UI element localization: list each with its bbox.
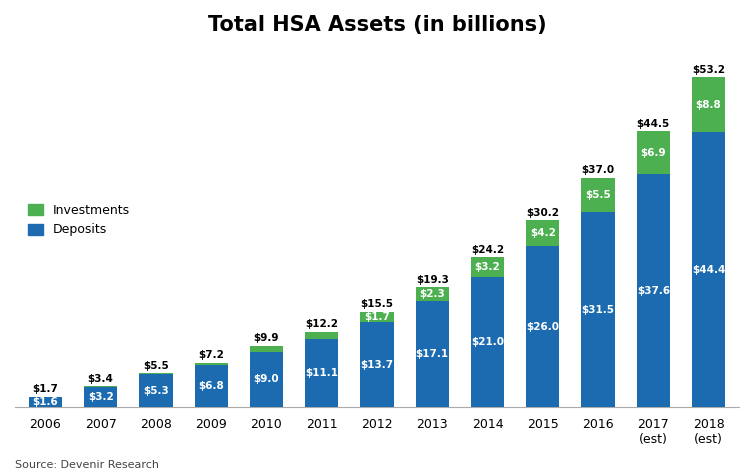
Text: $3.2: $3.2 <box>475 262 501 272</box>
Text: $8.8: $8.8 <box>696 100 722 110</box>
Text: $17.1: $17.1 <box>415 349 449 359</box>
Bar <box>29 398 62 408</box>
Text: $13.7: $13.7 <box>360 360 394 370</box>
Text: $11.1: $11.1 <box>305 368 339 378</box>
Text: $1.6: $1.6 <box>32 398 58 408</box>
Bar <box>581 178 615 212</box>
Bar <box>139 373 173 374</box>
Bar <box>415 287 449 301</box>
Bar <box>250 352 283 408</box>
Text: $5.5: $5.5 <box>585 190 611 200</box>
Text: $19.3: $19.3 <box>415 275 449 285</box>
Bar <box>360 312 394 323</box>
Text: $37.6: $37.6 <box>637 286 670 296</box>
Text: $26.0: $26.0 <box>526 322 559 332</box>
Bar <box>526 246 559 408</box>
Bar <box>526 220 559 246</box>
Bar <box>195 365 228 408</box>
Bar <box>84 388 117 408</box>
Bar <box>305 332 339 339</box>
Bar <box>471 277 504 408</box>
Text: $21.0: $21.0 <box>471 337 504 347</box>
Bar <box>195 363 228 365</box>
Legend: Investments, Deposits: Investments, Deposits <box>21 198 136 243</box>
Bar <box>360 323 394 408</box>
Text: $9.0: $9.0 <box>253 374 279 384</box>
Text: $1.7: $1.7 <box>32 384 58 394</box>
Text: $44.5: $44.5 <box>636 119 670 129</box>
Text: $5.3: $5.3 <box>143 386 169 396</box>
Bar <box>139 374 173 408</box>
Text: $3.4: $3.4 <box>87 374 114 384</box>
Text: $31.5: $31.5 <box>581 304 615 314</box>
Bar <box>415 301 449 408</box>
Bar <box>250 346 283 352</box>
Bar <box>637 174 670 408</box>
Bar <box>692 77 725 132</box>
Text: $1.7: $1.7 <box>364 312 390 322</box>
Bar <box>29 397 62 398</box>
Text: $37.0: $37.0 <box>581 165 615 175</box>
Bar <box>637 132 670 174</box>
Text: $4.2: $4.2 <box>530 228 556 238</box>
Text: $3.2: $3.2 <box>87 392 114 402</box>
Title: Total HSA Assets (in billions): Total HSA Assets (in billions) <box>207 15 547 35</box>
Bar <box>84 386 117 388</box>
Text: $53.2: $53.2 <box>692 65 725 75</box>
Bar <box>471 257 504 277</box>
Bar <box>692 132 725 408</box>
Text: $24.2: $24.2 <box>471 245 504 255</box>
Text: $12.2: $12.2 <box>305 319 339 329</box>
Text: $15.5: $15.5 <box>360 299 394 309</box>
Bar <box>305 339 339 408</box>
Text: $2.3: $2.3 <box>419 289 445 299</box>
Text: $6.8: $6.8 <box>198 381 224 391</box>
Text: $6.9: $6.9 <box>641 148 666 158</box>
Text: $44.4: $44.4 <box>692 265 725 275</box>
Text: $30.2: $30.2 <box>526 208 559 218</box>
Text: $5.5: $5.5 <box>143 361 169 371</box>
Bar <box>581 212 615 408</box>
Text: $7.2: $7.2 <box>198 350 224 360</box>
Text: Source: Devenir Research: Source: Devenir Research <box>15 460 159 470</box>
Text: $9.9: $9.9 <box>253 333 279 343</box>
